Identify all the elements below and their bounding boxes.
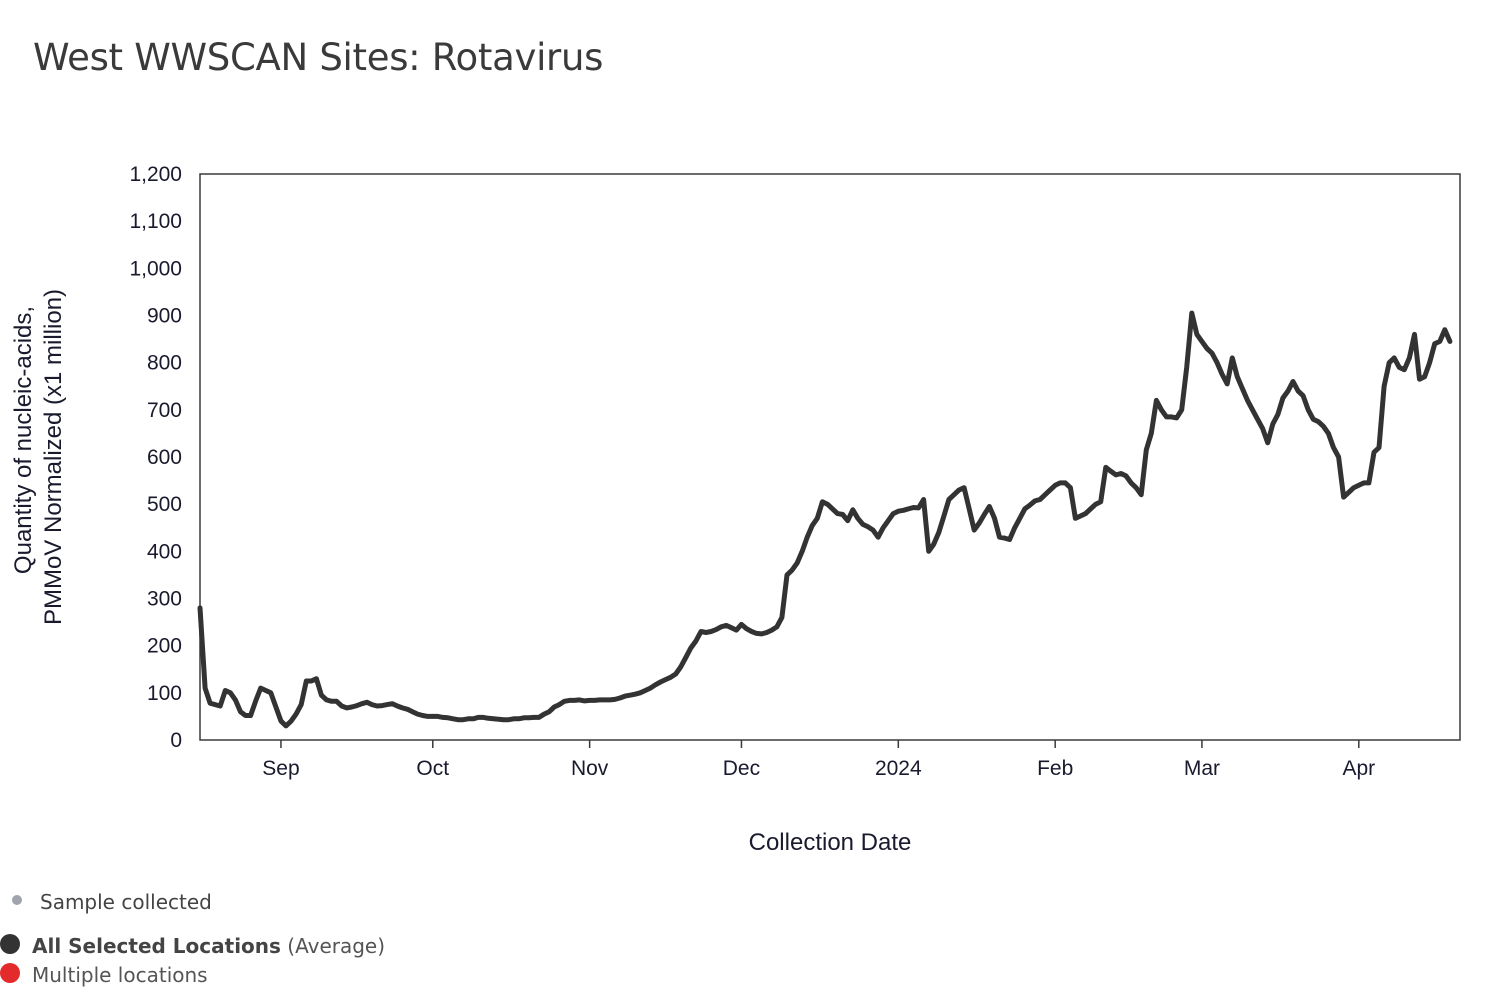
y-axis: 0 100 200 300 400 500 600 700 800 900 1,000 1,100 1,… — [129, 163, 182, 752]
x-axis-label: Collection Date — [749, 829, 912, 856]
y-tick-label: 400 — [147, 540, 182, 563]
x-axis: Sep Oct Nov Dec 2024 Feb Mar Apr — [262, 740, 1375, 780]
legend-label-all-name: All Selected Locations — [32, 934, 281, 958]
series-line-all-selected-locations — [197, 310, 1453, 729]
legend-dot-all — [0, 934, 20, 954]
legend-label-multi: Multiple locations — [32, 963, 208, 987]
y-axis-label-line1: Quantity of nucleic-acids, — [10, 306, 37, 574]
y-tick-label: 900 — [147, 305, 182, 328]
y-tick-label: 600 — [147, 446, 182, 469]
x-tick-label: Sep — [262, 757, 299, 780]
x-tick-label: Oct — [416, 757, 449, 780]
y-tick-label: 200 — [147, 635, 182, 658]
legend-label-all: All Selected Locations (Average) — [32, 934, 385, 958]
y-tick-label: 300 — [147, 588, 182, 611]
plot-frame — [199, 173, 1461, 741]
y-tick-label: 1,000 — [129, 257, 182, 280]
chart-title: West WWSCAN Sites: Rotavirus — [33, 36, 604, 79]
x-tick-label: Mar — [1184, 757, 1220, 780]
x-tick-label: Feb — [1037, 757, 1073, 780]
legend-label-sample: Sample collected — [40, 890, 212, 914]
y-tick-label: 500 — [147, 493, 182, 516]
y-tick-label: 0 — [170, 729, 182, 752]
legend-dot-sample — [12, 895, 22, 905]
y-tick-label: 100 — [147, 682, 182, 705]
y-tick-label: 1,100 — [129, 210, 182, 233]
x-tick-label: Nov — [571, 757, 609, 780]
x-tick-label: Apr — [1342, 757, 1375, 780]
y-tick-label: 1,200 — [129, 163, 182, 186]
legend-dot-multi — [0, 963, 20, 983]
x-tick-label: 2024 — [875, 757, 922, 780]
y-tick-label: 700 — [147, 399, 182, 422]
y-axis-label-line2: PMMoV Normalized (x1 million) — [40, 289, 67, 625]
legend-label-all-suffix: (Average) — [287, 934, 386, 958]
y-tick-label: 800 — [147, 352, 182, 375]
x-tick-label: Dec — [723, 757, 760, 780]
